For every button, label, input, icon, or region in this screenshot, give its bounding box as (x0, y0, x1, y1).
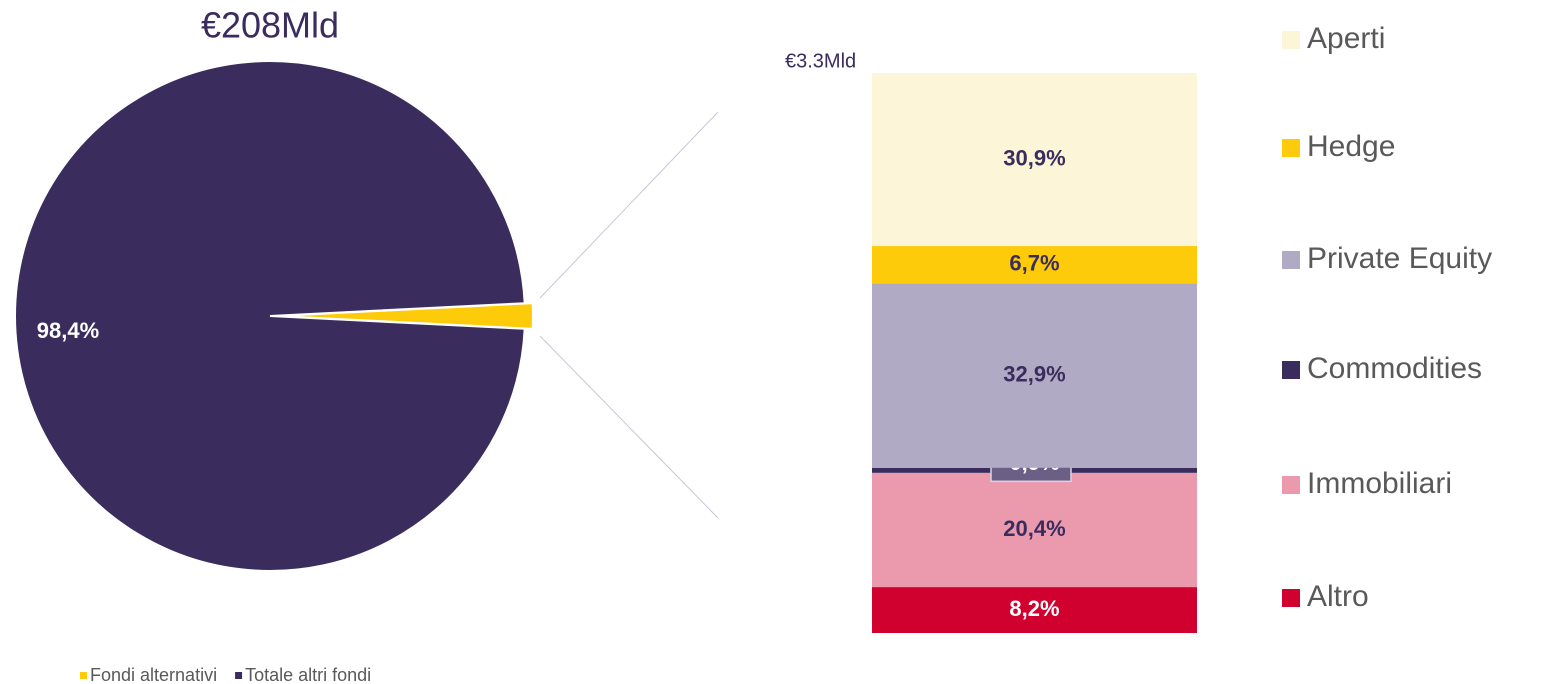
bar-segment (872, 472, 1197, 588)
legend-swatch (80, 672, 87, 679)
legend-label: Fondi alternativi (90, 665, 217, 684)
legend-label: Immobiliari (1307, 467, 1452, 500)
pie-slice (277, 302, 534, 330)
bar-segment (872, 73, 1197, 247)
data-label: 8,2% (1009, 596, 1059, 621)
legend-label: Private Equity (1307, 242, 1492, 275)
legend-swatch (1282, 251, 1300, 269)
legend-swatch (1282, 139, 1300, 157)
connector-line (539, 111, 719, 299)
legend-swatch (1282, 589, 1300, 607)
bar-segment (872, 283, 1197, 468)
connector-line (539, 335, 719, 519)
bar-segment (872, 246, 1197, 284)
legend-swatch (1282, 361, 1300, 379)
chart-title: €208Mld (201, 5, 339, 46)
data-label: 32,9% (1003, 361, 1065, 386)
data-label: 30,9% (1003, 145, 1065, 170)
data-label: 20,4% (1003, 516, 1065, 541)
legend-label: Aperti (1307, 22, 1385, 55)
legend-label: Altro (1307, 580, 1369, 613)
legend-swatch (1282, 31, 1300, 49)
legend-label: Totale altri fondi (245, 665, 371, 684)
legend-label: Hedge (1307, 130, 1395, 163)
chart-title: €3.3Mld (785, 50, 856, 72)
pie-slice (14, 60, 526, 572)
data-label: 98,4% (37, 318, 99, 343)
legend-swatch (1282, 476, 1300, 494)
data-label: 6,7% (1009, 251, 1059, 276)
legend-label: Commodities (1307, 352, 1482, 385)
bar-segment (872, 587, 1197, 633)
legend-swatch (235, 672, 243, 679)
